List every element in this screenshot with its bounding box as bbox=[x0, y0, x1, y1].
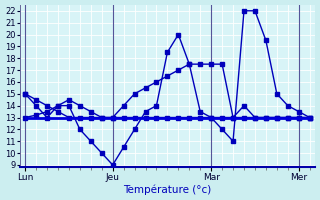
X-axis label: Température (°c): Température (°c) bbox=[123, 185, 212, 195]
